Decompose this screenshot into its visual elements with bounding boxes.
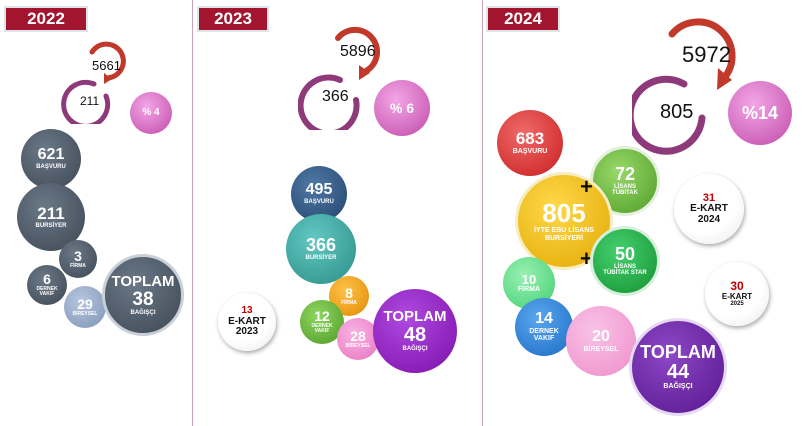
bireysel-bubble: 20 BİREYSEL xyxy=(566,306,636,376)
bursiyer-bubble: 211 BURSİYER xyxy=(17,183,85,251)
basvuru-bubble: 495 BAŞVURU xyxy=(291,166,347,222)
ring-2024 xyxy=(632,18,736,155)
percent-badge: % 4 xyxy=(130,92,172,134)
ring-top-number: 5972 xyxy=(682,42,731,67)
column-divider xyxy=(192,0,193,426)
basvuru-bubble: 683 BAŞVURU xyxy=(497,110,563,176)
ekart-2025-bubble: 30 E-KART 2025 xyxy=(705,262,769,326)
percent-badge: % 6 xyxy=(374,80,430,136)
plus-icon: + xyxy=(580,174,593,199)
percent-badge: %14 xyxy=(728,81,792,145)
dernek-vakif-bubble: 14 DERNEK VAKIF xyxy=(515,298,573,356)
bireysel-bubble: 29 BİREYSEL xyxy=(64,286,106,328)
firma-bubble: 3 FİRMA xyxy=(59,240,97,278)
plus-icon: + xyxy=(580,246,593,271)
year-label-2023: 2023 xyxy=(197,6,269,32)
dernek-bubble: 6 DERNEK VAKIF xyxy=(27,265,67,305)
ekart-2023-bubble: 13 E-KART 2023 xyxy=(218,293,276,351)
year-label-2024: 2024 xyxy=(486,6,560,32)
ring-bottom-number: 805 xyxy=(660,101,694,123)
toplam-bubble: TOPLAM 44 BAĞIŞÇI xyxy=(629,318,727,416)
toplam-bubble: TOPLAM 48 BAĞIŞÇI xyxy=(373,289,457,373)
ring-top-number: 5661 xyxy=(92,58,121,73)
toplam-bubble: TOPLAM 38 BAĞIŞÇI xyxy=(102,254,184,336)
bireysel-bubble: 28 BİREYSEL xyxy=(337,318,379,360)
ring-bottom-number: 366 xyxy=(322,88,349,105)
dernek-bubble: 12 DERNEK VAKIF xyxy=(300,300,344,344)
lisans-tubitak-star-bubble: 50 LİSANS TÜBİTAK STAR xyxy=(590,226,660,296)
column-divider xyxy=(482,0,483,426)
bursiyer-bubble: 366 BURSİYER xyxy=(286,214,356,284)
ring-2022 xyxy=(61,41,126,124)
ring-top-number: 5896 xyxy=(340,43,376,60)
year-label-2022: 2022 xyxy=(4,6,88,32)
basvuru-bubble: 621 BAŞVURU xyxy=(21,129,81,189)
ring-bottom-number: 211 xyxy=(80,94,100,108)
ekart-2024-bubble: 31 E-KART 2024 xyxy=(674,174,744,244)
ring-2023 xyxy=(298,26,381,130)
